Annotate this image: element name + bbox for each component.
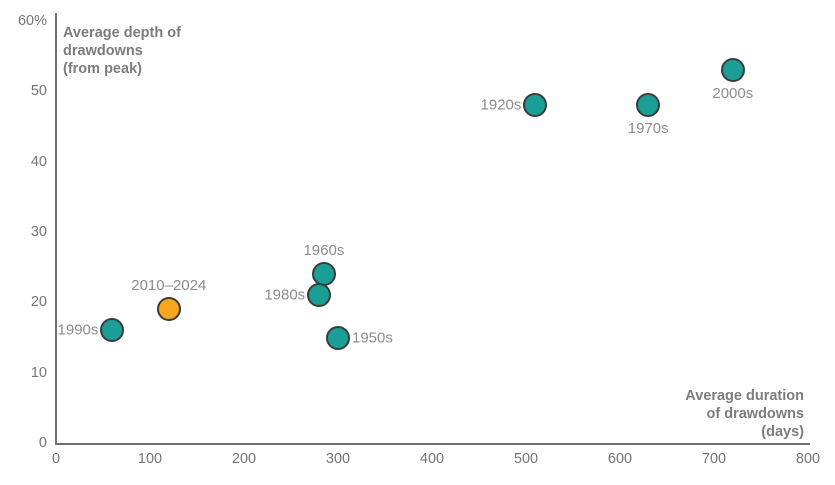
y-tick-label: 20	[30, 294, 47, 311]
x-axis-title-line: (days)	[761, 424, 804, 440]
data-point-1990s	[100, 318, 125, 343]
x-tick-label: 0	[51, 451, 61, 467]
y-axis-line	[55, 13, 57, 444]
y-tick-label: 30	[30, 224, 47, 240]
point-label-1980s: 1980s	[264, 286, 306, 304]
point-label-1970s: 1970s	[627, 120, 669, 138]
x-tick-label: 600	[607, 451, 633, 467]
y-tick-label: 0	[38, 435, 47, 451]
x-axis-line	[55, 443, 810, 445]
point-label-1920s: 1920s	[480, 96, 522, 114]
y-tick-label: 50	[30, 83, 47, 100]
point-label-1960s: 1960s	[303, 242, 345, 260]
data-point-1970s	[636, 93, 661, 118]
x-tick-label: 800	[795, 451, 821, 467]
data-point-2000s	[720, 58, 745, 83]
y-axis-title: Average depth of drawdowns (from peak)	[63, 24, 181, 78]
y-axis-title-line: Average depth of	[63, 25, 181, 41]
point-label-2000s: 2000s	[712, 85, 754, 103]
x-axis-title: Average duration of drawdowns (days)	[685, 387, 804, 441]
data-point-1950s	[326, 325, 350, 350]
data-point-1920s	[523, 93, 548, 118]
x-tick-label: 100	[137, 451, 163, 467]
y-axis-title-line: drawdowns	[63, 43, 143, 59]
x-tick-label: 300	[325, 451, 351, 467]
point-label-1950s: 1950s	[352, 329, 393, 346]
x-axis-title-line: of drawdowns	[706, 406, 804, 422]
point-label-2010-2024: 2010–2024	[131, 277, 207, 295]
x-tick-label: 700	[701, 451, 727, 467]
x-tick-label: 200	[231, 451, 257, 467]
x-tick-label: 500	[513, 451, 539, 467]
data-point-1960s	[311, 262, 336, 287]
y-axis-title-line: (from peak)	[63, 61, 142, 77]
point-label-1990s: 1990s	[57, 321, 99, 339]
data-point-1980s	[307, 283, 332, 308]
data-point-2010-2024	[156, 297, 181, 322]
x-axis-title-line: Average duration	[685, 388, 804, 404]
y-tick-label: 60%	[17, 13, 47, 29]
y-tick-label: 10	[30, 364, 47, 381]
y-tick-label: 40	[30, 153, 47, 170]
x-tick-label: 400	[419, 451, 445, 467]
